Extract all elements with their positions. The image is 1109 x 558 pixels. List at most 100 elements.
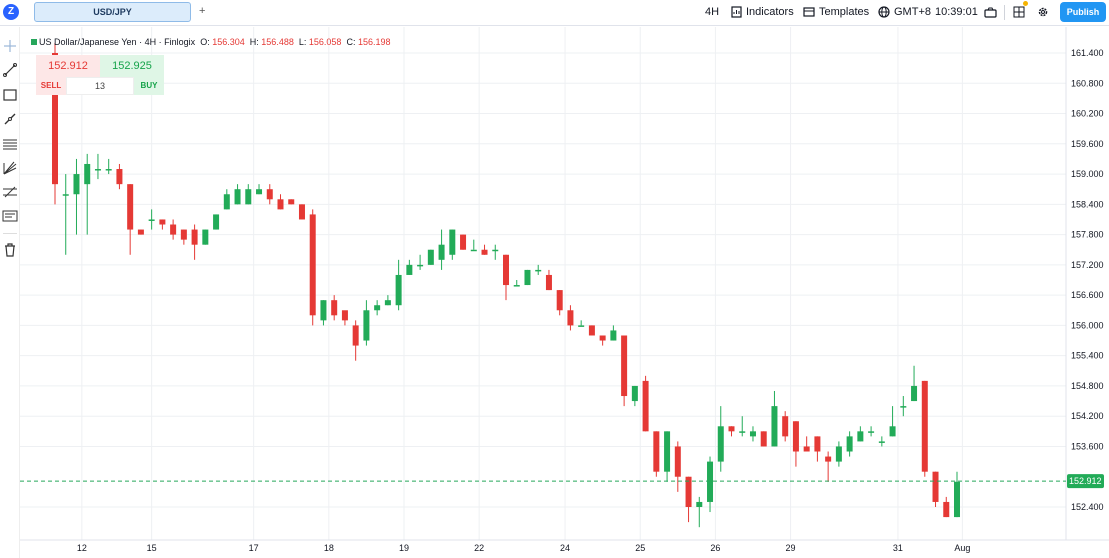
publish-button[interactable]: Publish: [1060, 2, 1106, 22]
candle: [835, 441, 842, 467]
candle-body: [835, 446, 842, 462]
fib-retracement-icon[interactable]: [2, 136, 18, 152]
candle: [352, 320, 359, 361]
trade-panel: 152.912 152.925 SELL 13 BUY: [36, 55, 164, 95]
legend-symbol: US Dollar/Japanese Yen: [39, 37, 137, 47]
price-tick-label: 156.600: [1071, 290, 1104, 300]
candle: [653, 431, 660, 477]
candle: [707, 456, 714, 513]
toolbar-divider: [1004, 5, 1005, 20]
trash-icon[interactable]: [2, 242, 18, 258]
time-tick-label: 17: [249, 543, 259, 553]
clock-display: 10:39:01: [935, 6, 978, 18]
candle: [642, 375, 649, 432]
candle: [417, 254, 424, 270]
chart-legend: US Dollar/Japanese Yen · 4H · Finlogix O…: [31, 37, 391, 47]
time-tick-label: 22: [474, 543, 484, 553]
candle-body: [449, 229, 456, 255]
time-axis: 12 15 17 18 19 22 24 25 26 29 31 Aug: [77, 543, 971, 553]
price-tick-label: 161.400: [1071, 48, 1104, 58]
brush-icon[interactable]: [2, 111, 18, 127]
gann-fan-icon[interactable]: [2, 184, 18, 200]
candle: [438, 229, 445, 270]
indicators-button[interactable]: Indicators: [746, 6, 794, 18]
candle: [374, 300, 381, 316]
candle: [513, 280, 520, 287]
candle-body: [384, 300, 391, 306]
candle: [685, 476, 692, 523]
candle: [771, 390, 778, 447]
candle-body: [137, 229, 144, 235]
candle-body: [223, 194, 230, 210]
notification-dot-icon: [1023, 1, 1028, 6]
candle: [717, 406, 724, 472]
legend-source: Finlogix: [164, 37, 196, 47]
price-tick-label: 152.400: [1071, 502, 1104, 512]
candle-body: [245, 189, 252, 205]
candle-body: [825, 456, 832, 462]
candle-body: [921, 380, 928, 472]
settings-gear-icon[interactable]: [1037, 6, 1049, 18]
candle-body: [749, 431, 756, 437]
candle: [524, 269, 531, 286]
buy-price-button[interactable]: 152.925: [100, 55, 164, 77]
pitchfork-icon[interactable]: [2, 160, 18, 176]
candle-body: [127, 184, 134, 230]
legend-open-label: O:: [200, 37, 210, 47]
candle: [803, 436, 810, 452]
candle: [868, 426, 875, 437]
rectangle-icon[interactable]: [2, 87, 18, 103]
candle-body: [814, 436, 821, 452]
candle: [180, 229, 187, 245]
candle: [449, 229, 456, 260]
candle-body: [664, 431, 671, 472]
candle-body: [578, 325, 585, 327]
buy-button[interactable]: BUY: [134, 77, 164, 95]
candle-body: [535, 269, 542, 272]
legend-close-value: 156.198: [357, 37, 391, 47]
candle-body: [545, 274, 552, 291]
symbol-tab[interactable]: USD/JPY: [34, 2, 191, 22]
layout-grid-icon[interactable]: [1013, 6, 1025, 18]
quantity-input[interactable]: 13: [66, 77, 134, 95]
screenshot-icon[interactable]: [984, 6, 997, 18]
legend-open-value: 156.304: [212, 37, 245, 47]
time-tick-label: 31: [893, 543, 903, 553]
text-note-icon[interactable]: [2, 208, 18, 224]
candle: [492, 244, 499, 260]
candle: [567, 305, 574, 331]
legend-high-label: H:: [249, 37, 259, 47]
candle: [588, 325, 595, 336]
time-tick-label: 26: [710, 543, 720, 553]
crosshair-icon[interactable]: [2, 38, 18, 54]
interval-button[interactable]: 4H: [705, 6, 720, 18]
candle-body: [846, 436, 853, 452]
candle-body: [94, 169, 101, 171]
candle-body: [331, 300, 338, 316]
top-toolbar: Z USD/JPY + 4H Indicators Templates GMT+…: [0, 0, 1109, 26]
candle-body: [256, 189, 263, 195]
candle-body: [481, 249, 488, 255]
candle: [320, 300, 327, 326]
candle-body: [277, 199, 284, 210]
sell-button[interactable]: SELL: [36, 77, 66, 95]
timezone-button[interactable]: GMT+8: [894, 6, 931, 18]
candle-body: [782, 416, 789, 437]
candle-body: [438, 244, 445, 260]
candle: [288, 199, 295, 205]
trend-line-icon[interactable]: [2, 62, 18, 78]
candle: [406, 259, 413, 275]
add-tab-button[interactable]: +: [199, 5, 206, 17]
candle-body: [792, 421, 799, 452]
templates-button[interactable]: Templates: [819, 6, 870, 18]
candle: [545, 269, 552, 291]
app-logo-icon[interactable]: Z: [3, 4, 19, 20]
legend-color-icon: [31, 39, 37, 45]
price-tick-label: 159.600: [1071, 139, 1104, 149]
candle-body: [911, 385, 918, 402]
candle-body: [170, 224, 177, 235]
candle-body: [524, 269, 531, 286]
candle-body: [599, 335, 606, 341]
sell-price-button[interactable]: 152.912: [36, 55, 100, 77]
